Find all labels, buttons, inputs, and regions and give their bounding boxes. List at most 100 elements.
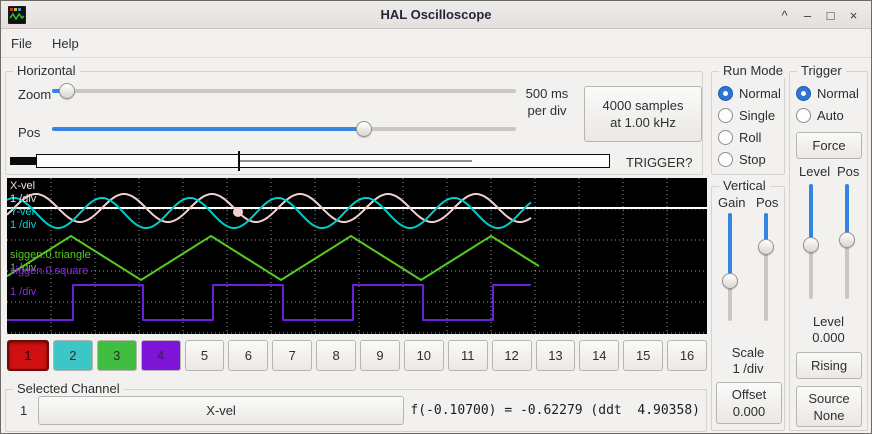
channel-button-4[interactable]: 4 bbox=[140, 340, 181, 371]
trigger-level-slider[interactable] bbox=[803, 184, 819, 299]
window-controls: ^ – □ × bbox=[773, 4, 865, 26]
zoom-slider[interactable] bbox=[52, 83, 516, 99]
offset-line2: 0.000 bbox=[732, 404, 766, 419]
run-mode-option-label: Normal bbox=[739, 85, 781, 101]
pos-slider-thumb[interactable] bbox=[356, 121, 372, 137]
selected-channel-group: Selected Channel 1 X-vel f(-0.10700) = -… bbox=[5, 381, 707, 432]
channel-button-12[interactable]: 12 bbox=[491, 340, 532, 371]
radio-icon[interactable] bbox=[718, 107, 733, 123]
scale-value: 1 /div bbox=[732, 361, 764, 376]
pos-slider[interactable] bbox=[52, 121, 516, 137]
scale-caption: Scale bbox=[731, 345, 765, 360]
timebase-readout: 500 ms per div bbox=[514, 85, 580, 119]
scope-display[interactable]: X-vel 1 /div Y-vel 1 /div siggen.0.triangle 1… bbox=[7, 178, 707, 334]
selected-channel-legend: Selected Channel bbox=[13, 381, 124, 396]
maximize-button[interactable]: □ bbox=[826, 7, 835, 23]
scope-channel-label: 1 /div bbox=[10, 219, 37, 231]
selected-channel-number: 1 bbox=[20, 403, 28, 418]
signal-readout: f(-0.10700) = -0.62279 (ddt 4.90358) bbox=[410, 403, 700, 418]
vertical-pos-track[interactable] bbox=[764, 213, 768, 321]
window-title: HAL Oscilloscope bbox=[380, 7, 492, 22]
close-button[interactable]: × bbox=[849, 7, 858, 23]
radio-icon[interactable] bbox=[796, 85, 811, 101]
run-mode-option-label: Roll bbox=[739, 129, 762, 145]
menu-file[interactable]: File bbox=[11, 35, 32, 51]
trigger-legend: Trigger bbox=[797, 63, 846, 78]
source-line1: Source bbox=[808, 390, 850, 406]
channel-button-10[interactable]: 10 bbox=[403, 340, 444, 371]
gain-slider-fill bbox=[728, 213, 732, 281]
vertical-pos-thumb[interactable] bbox=[758, 239, 774, 255]
channel-button-13[interactable]: 13 bbox=[535, 340, 576, 371]
vertical-group: Vertical Gain Pos Scale 1 /div Offset 0.… bbox=[711, 178, 785, 431]
trigger-level-thumb[interactable] bbox=[803, 237, 819, 253]
gain-slider-thumb[interactable] bbox=[722, 273, 738, 289]
vertical-pos-slider[interactable] bbox=[758, 213, 774, 321]
samples-button[interactable]: 4000 samples at 1.00 kHz bbox=[584, 86, 702, 142]
force-button[interactable]: Force bbox=[796, 132, 862, 159]
minimize-button[interactable]: – bbox=[803, 7, 812, 23]
channel-button-6[interactable]: 6 bbox=[228, 340, 269, 371]
channel-button-11[interactable]: 11 bbox=[447, 340, 488, 371]
trigger-question-label: TRIGGER? bbox=[626, 155, 693, 170]
run-mode-group: Run Mode Normal Single Roll Stop bbox=[711, 63, 787, 175]
channel-button-3[interactable]: 3 bbox=[96, 340, 137, 371]
trigger-pos-slider[interactable] bbox=[839, 184, 855, 299]
record-bar-left-segment[interactable] bbox=[10, 157, 36, 165]
radio-icon[interactable] bbox=[796, 107, 811, 123]
zoom-label: Zoom bbox=[18, 87, 52, 102]
channel-button-1[interactable]: 1 bbox=[7, 340, 49, 371]
samples-line2: at 1.00 kHz bbox=[610, 115, 676, 130]
title-bar: HAL Oscilloscope ^ – □ × bbox=[1, 1, 871, 29]
menu-help[interactable]: Help bbox=[51, 35, 79, 51]
source-button[interactable]: Source None bbox=[796, 386, 862, 427]
trigger-level-value: 0.000 bbox=[812, 330, 845, 345]
trigger-option-label: Auto bbox=[817, 107, 844, 123]
offset-button[interactable]: Offset 0.000 bbox=[716, 382, 782, 424]
channel-button-14[interactable]: 14 bbox=[579, 340, 620, 371]
trigger-level-label: Level bbox=[799, 164, 831, 179]
run-mode-option-roll[interactable]: Roll bbox=[718, 128, 784, 146]
gain-label: Gain bbox=[718, 195, 746, 210]
channel-button-5[interactable]: 5 bbox=[184, 340, 225, 371]
timebase-line1: 500 ms bbox=[525, 86, 569, 101]
run-mode-option-stop[interactable]: Stop bbox=[718, 150, 784, 168]
run-mode-option-label: Single bbox=[739, 107, 776, 123]
trigger-position-tick[interactable] bbox=[238, 151, 240, 171]
channel-button-16[interactable]: 16 bbox=[667, 340, 707, 371]
channel-button-2[interactable]: 2 bbox=[52, 340, 93, 371]
zoom-slider-thumb[interactable] bbox=[59, 83, 75, 99]
channel-name-button[interactable]: X-vel bbox=[38, 396, 404, 425]
trigger-level-fill bbox=[809, 184, 813, 245]
menu-bar: File Help bbox=[1, 29, 871, 58]
radio-icon[interactable] bbox=[718, 85, 733, 101]
scope-svg bbox=[7, 178, 707, 334]
run-mode-option-label: Stop bbox=[739, 151, 766, 167]
timebase-line2: per div bbox=[527, 103, 567, 118]
vertical-pos-fill bbox=[764, 213, 768, 247]
shade-button[interactable]: ^ bbox=[781, 7, 788, 23]
channel-button-9[interactable]: 9 bbox=[360, 340, 400, 371]
radio-icon[interactable] bbox=[718, 151, 733, 167]
run-mode-option-normal[interactable]: Normal bbox=[718, 84, 784, 102]
trigger-pos-thumb[interactable] bbox=[839, 232, 855, 248]
channel-button-8[interactable]: 8 bbox=[316, 340, 356, 371]
edge-button[interactable]: Rising bbox=[796, 352, 862, 379]
channel-row: 1 2 3 4 5 6 7 8 9 10 11 12 13 14 15 16 bbox=[7, 340, 707, 371]
trigger-option-auto[interactable]: Auto bbox=[796, 106, 867, 124]
run-mode-options: Normal Single Roll Stop bbox=[712, 80, 784, 172]
vertical-pos-label: Pos bbox=[756, 195, 779, 210]
channel-button-7[interactable]: 7 bbox=[272, 340, 313, 371]
zoom-slider-track[interactable] bbox=[52, 89, 516, 93]
scope-channel-label: X-vel bbox=[10, 180, 36, 192]
gain-slider[interactable] bbox=[722, 213, 738, 321]
trigger-pos-label: Pos bbox=[837, 164, 860, 179]
trigger-option-normal[interactable]: Normal bbox=[796, 84, 867, 102]
pos-slider-fill bbox=[52, 127, 364, 131]
trigger-options: Normal Auto bbox=[790, 80, 867, 128]
run-mode-option-single[interactable]: Single bbox=[718, 106, 784, 124]
horizontal-legend: Horizontal bbox=[13, 63, 80, 78]
channel-button-15[interactable]: 15 bbox=[623, 340, 664, 371]
radio-icon[interactable] bbox=[718, 129, 733, 145]
offset-line1: Offset bbox=[731, 387, 767, 402]
